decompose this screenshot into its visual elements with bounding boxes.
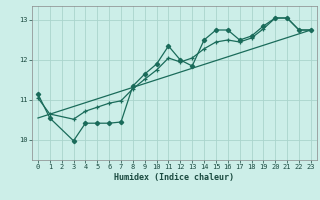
X-axis label: Humidex (Indice chaleur): Humidex (Indice chaleur) [115, 173, 234, 182]
